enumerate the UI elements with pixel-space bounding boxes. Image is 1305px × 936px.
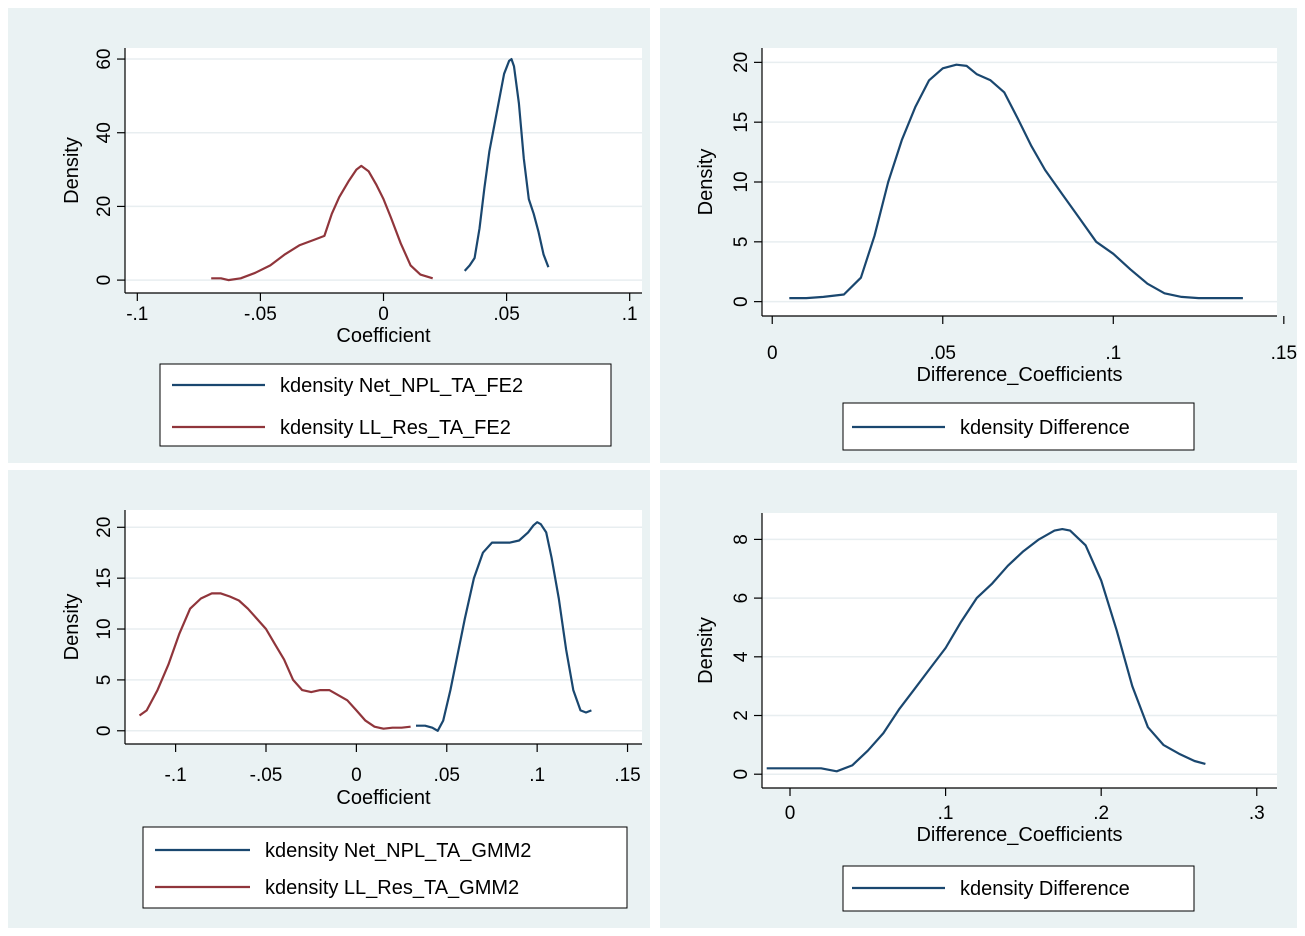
- y-tick-label: 5: [731, 237, 752, 248]
- y-axis-title: Density: [61, 594, 83, 661]
- x-tick-label: .05: [930, 343, 956, 364]
- x-tick-label: -.05: [250, 765, 283, 786]
- y-tick-label: 15: [731, 112, 752, 133]
- x-axis-title: Coefficient: [336, 325, 431, 347]
- x-tick-label: .1: [622, 304, 638, 325]
- y-tick-label: 60: [94, 48, 115, 69]
- x-tick-label: .1: [1105, 343, 1121, 364]
- x-tick-label: 0: [785, 803, 796, 824]
- x-tick-label: -.05: [244, 304, 277, 325]
- y-tick-label: 0: [94, 275, 115, 286]
- y-tick-label: 2: [731, 710, 752, 721]
- chart-panel-top-left: 0 20 40 60 -.1 -.05 0 .05 .1 Coefficient Density kd…: [8, 8, 650, 463]
- legend-box: [142, 826, 628, 909]
- x-tick-label: .15: [1271, 343, 1297, 364]
- y-tick-label: 15: [94, 568, 115, 589]
- x-tick-label: .1: [529, 765, 545, 786]
- series-line-1: [416, 521, 592, 732]
- legend-label: kdensity Difference: [960, 878, 1130, 900]
- series-line-1: [463, 58, 550, 272]
- y-axis-title: Density: [61, 137, 83, 204]
- y-tick-label: 0: [94, 725, 115, 736]
- y-tick-label: 10: [731, 171, 752, 192]
- x-tick-label: .15: [614, 765, 640, 786]
- y-tick-label: 6: [731, 593, 752, 604]
- chart-panel-bottom-right: 0 2 4 6 8 0 .1 .2 .3 Difference_Coefficients Densi…: [660, 470, 1297, 928]
- x-tick-label: .3: [1249, 803, 1265, 824]
- legend-box: [159, 363, 612, 447]
- x-tick-label: .2: [1093, 803, 1109, 824]
- x-tick-label: -.1: [165, 765, 187, 786]
- x-tick-label: 0: [351, 765, 362, 786]
- x-axis-title: Difference_Coefficients: [916, 824, 1122, 846]
- plot-area: [762, 513, 1277, 788]
- x-tick-label: .1: [938, 803, 954, 824]
- chart-panel-top-right: 0 5 10 15 20 0 .05 .1 .15 Difference_Coefficients…: [660, 8, 1297, 463]
- series-line-2: [138, 592, 411, 730]
- x-axis-title: Coefficient: [336, 787, 431, 809]
- legend-label: kdensity Net_NPL_TA_FE2: [280, 375, 523, 397]
- chart-panel-bottom-left: 0 5 10 15 20 -.1 -.05 0 .05 .1 .15 Coefficient Densi…: [8, 470, 650, 928]
- x-tick-label: 0: [378, 304, 389, 325]
- x-axis-title: Difference_Coefficients: [916, 364, 1122, 386]
- x-tick-label: -.1: [126, 304, 148, 325]
- y-tick-label: 20: [731, 52, 752, 73]
- x-tick-label: .05: [493, 304, 519, 325]
- y-tick-label: 0: [731, 296, 752, 307]
- y-tick-label: 5: [94, 675, 115, 686]
- y-tick-label: 20: [94, 517, 115, 538]
- y-axis-title: Density: [695, 617, 717, 684]
- series-line-1: [789, 63, 1243, 300]
- y-tick-label: 20: [94, 196, 115, 217]
- y-tick-label: 8: [731, 534, 752, 545]
- series-line-2: [211, 164, 434, 282]
- y-tick-label: 0: [731, 769, 752, 780]
- y-axis-title: Density: [695, 149, 717, 216]
- y-tick-label: 4: [731, 651, 752, 662]
- x-tick-label: 0: [767, 343, 778, 364]
- legend-label: kdensity LL_Res_TA_FE2: [280, 417, 511, 439]
- series-line-1: [766, 528, 1206, 773]
- y-tick-label: 40: [94, 122, 115, 143]
- legend-label: kdensity Difference: [960, 417, 1130, 439]
- legend-label: kdensity LL_Res_TA_GMM2: [265, 877, 519, 899]
- y-tick-label: 10: [94, 618, 115, 639]
- plot-area: [125, 510, 642, 744]
- x-tick-label: .05: [434, 765, 460, 786]
- plot-area: [125, 48, 642, 293]
- legend-label: kdensity Net_NPL_TA_GMM2: [265, 840, 531, 862]
